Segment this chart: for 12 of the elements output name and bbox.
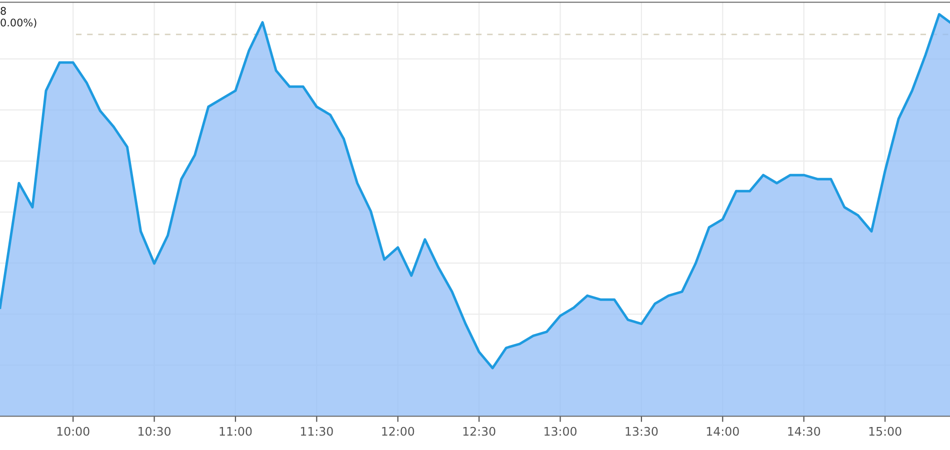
x-tick-label: 14:30 — [788, 426, 820, 436]
x-tick-label: 15:00 — [869, 426, 902, 436]
x-tick-label: 13:00 — [544, 426, 576, 436]
x-tick-label: 11:00 — [220, 426, 252, 436]
x-tick-label: 12:00 — [382, 426, 414, 436]
x-tick-label: 10:30 — [138, 426, 170, 436]
x-tick-label: 14:00 — [706, 426, 739, 436]
x-tick-label: 10:00 — [57, 426, 90, 436]
x-tick-label: 12:30 — [463, 426, 496, 436]
x-tick-label: 13:30 — [626, 426, 658, 436]
annotation: 8 0.00%) — [0, 6, 36, 28]
x-tick-label: 11:30 — [300, 426, 333, 436]
